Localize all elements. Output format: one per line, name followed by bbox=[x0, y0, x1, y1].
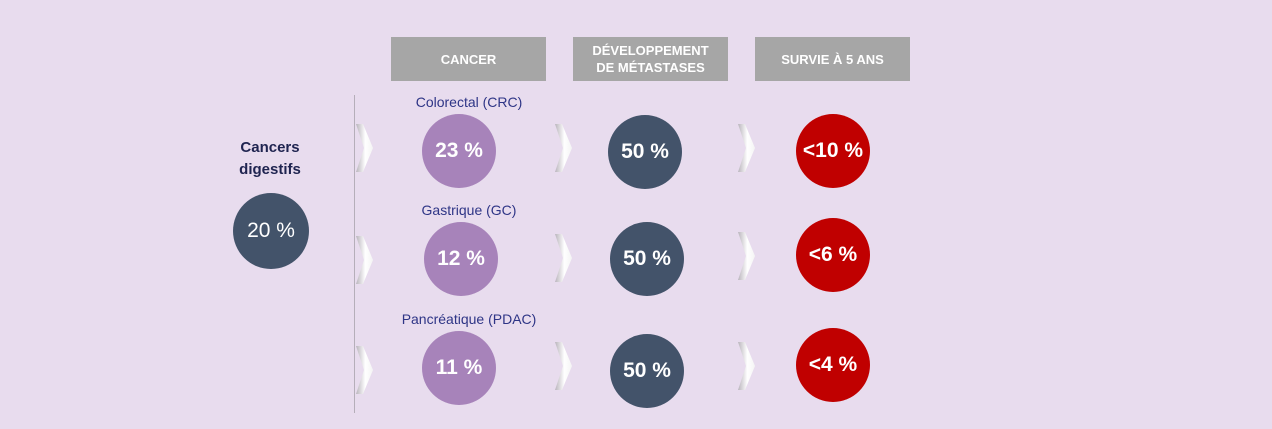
chevron-right-icon bbox=[356, 236, 373, 284]
chevron-right-icon bbox=[738, 232, 755, 280]
row2-arrows bbox=[356, 232, 755, 284]
chevron-right-icon bbox=[738, 342, 755, 390]
cancer-label-pdac: Pancréatique (PDAC) bbox=[401, 311, 537, 327]
survival-circle: <10 % bbox=[796, 114, 870, 188]
chevron-right-icon bbox=[555, 124, 572, 172]
row3-arrows bbox=[356, 342, 755, 394]
cancer-share-circle: 23 % bbox=[422, 114, 496, 188]
cancer-label-crc: Colorectal (CRC) bbox=[415, 94, 523, 110]
metastases-circle: 50 % bbox=[610, 222, 684, 296]
survival-circle: <6 % bbox=[796, 218, 870, 292]
header-survival: SURVIE À 5 ANS bbox=[755, 37, 910, 81]
chevron-right-icon bbox=[356, 124, 373, 172]
header-metastases: DÉVELOPPEMENT DE MÉTASTASES bbox=[573, 37, 728, 81]
cancer-label-gc: Gastrique (GC) bbox=[421, 202, 517, 218]
row1-arrows bbox=[356, 124, 755, 172]
chevron-right-icon bbox=[738, 124, 755, 172]
group-total-circle: 20 % bbox=[233, 193, 309, 269]
group-title: Cancers digestifs bbox=[239, 139, 301, 178]
chevron-right-icon bbox=[555, 234, 572, 282]
divider-line bbox=[354, 95, 355, 413]
cancer-share-circle: 12 % bbox=[424, 222, 498, 296]
survival-circle: <4 % bbox=[796, 328, 870, 402]
cancer-share-circle: 11 % bbox=[422, 331, 496, 405]
chevron-right-icon bbox=[555, 342, 572, 390]
chevron-right-icon bbox=[356, 346, 373, 394]
header-cancer: CANCER bbox=[391, 37, 546, 81]
metastases-circle: 50 % bbox=[608, 115, 682, 189]
metastases-circle: 50 % bbox=[610, 334, 684, 408]
